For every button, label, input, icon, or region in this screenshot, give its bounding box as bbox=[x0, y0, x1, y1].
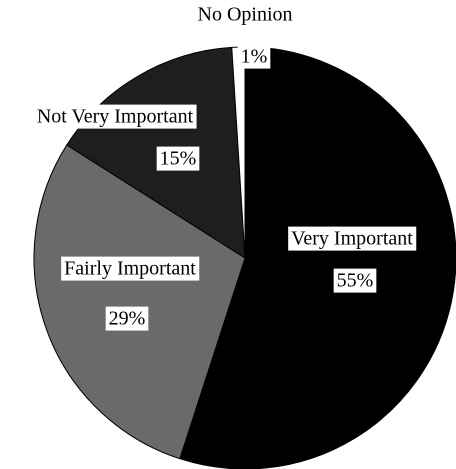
category-label: Not Very Important bbox=[37, 106, 194, 128]
label-background bbox=[61, 256, 200, 281]
value-label: 29% bbox=[109, 308, 146, 330]
label-background bbox=[194, 2, 296, 27]
label-background bbox=[288, 226, 417, 251]
labels: Very Important 55% Fairly Important 29% Not … bbox=[33, 2, 417, 331]
category-label: Fairly Important bbox=[64, 258, 196, 280]
pie-slice bbox=[33, 144, 246, 460]
category-label: Very Important bbox=[291, 228, 413, 250]
label-background bbox=[237, 44, 271, 69]
value-label: 55% bbox=[337, 270, 374, 292]
label-background bbox=[156, 146, 200, 171]
value-label: 1% bbox=[241, 46, 268, 68]
pie-slice bbox=[66, 46, 246, 259]
category-label: No Opinion bbox=[198, 4, 293, 26]
pie bbox=[33, 46, 456, 469]
value-label: 15% bbox=[160, 148, 197, 170]
pie-slice bbox=[179, 46, 456, 469]
label-background bbox=[333, 268, 377, 293]
label-background bbox=[105, 306, 149, 331]
label-background bbox=[33, 104, 197, 129]
